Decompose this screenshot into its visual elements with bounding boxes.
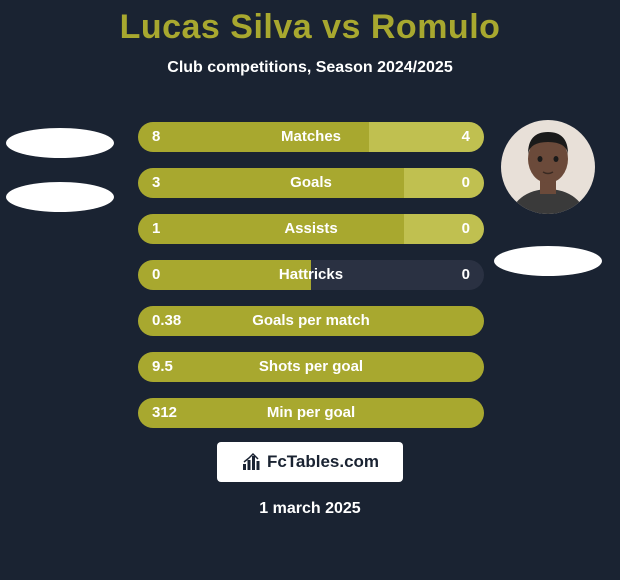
- page-title: Lucas Silva vs Romulo: [0, 8, 620, 47]
- stat-row: 01Assists: [138, 214, 484, 244]
- stat-row: 03Goals: [138, 168, 484, 198]
- player-right-block: [494, 120, 602, 276]
- player-left-block: [6, 120, 114, 212]
- stat-row: 00Hattricks: [138, 260, 484, 290]
- player-left-avatar-placeholder: [6, 128, 114, 158]
- brand-badge[interactable]: FcTables.com: [217, 442, 403, 482]
- stat-label: Matches: [138, 122, 484, 152]
- player-left-country-placeholder: [6, 182, 114, 212]
- chart-icon: [241, 452, 261, 472]
- stat-label: Shots per goal: [138, 352, 484, 382]
- stat-label: Goals per match: [138, 306, 484, 336]
- player-right-country-placeholder: [494, 246, 602, 276]
- brand-text: FcTables.com: [267, 452, 379, 472]
- stat-label: Min per goal: [138, 398, 484, 428]
- stat-label: Hattricks: [138, 260, 484, 290]
- page-subtitle: Club competitions, Season 2024/2025: [0, 59, 620, 77]
- stats-bars: 48Matches 03Goals 01Assists 00Hattricks 0.38…: [138, 122, 484, 444]
- stat-row: 312Min per goal: [138, 398, 484, 428]
- stat-row: 0.38Goals per match: [138, 306, 484, 336]
- stat-label: Assists: [138, 214, 484, 244]
- person-icon: [508, 124, 588, 214]
- stat-label: Goals: [138, 168, 484, 198]
- stat-row: 48Matches: [138, 122, 484, 152]
- player-right-avatar: [501, 120, 595, 214]
- stat-row: 9.5Shots per goal: [138, 352, 484, 382]
- footer-date: 1 march 2025: [0, 500, 620, 518]
